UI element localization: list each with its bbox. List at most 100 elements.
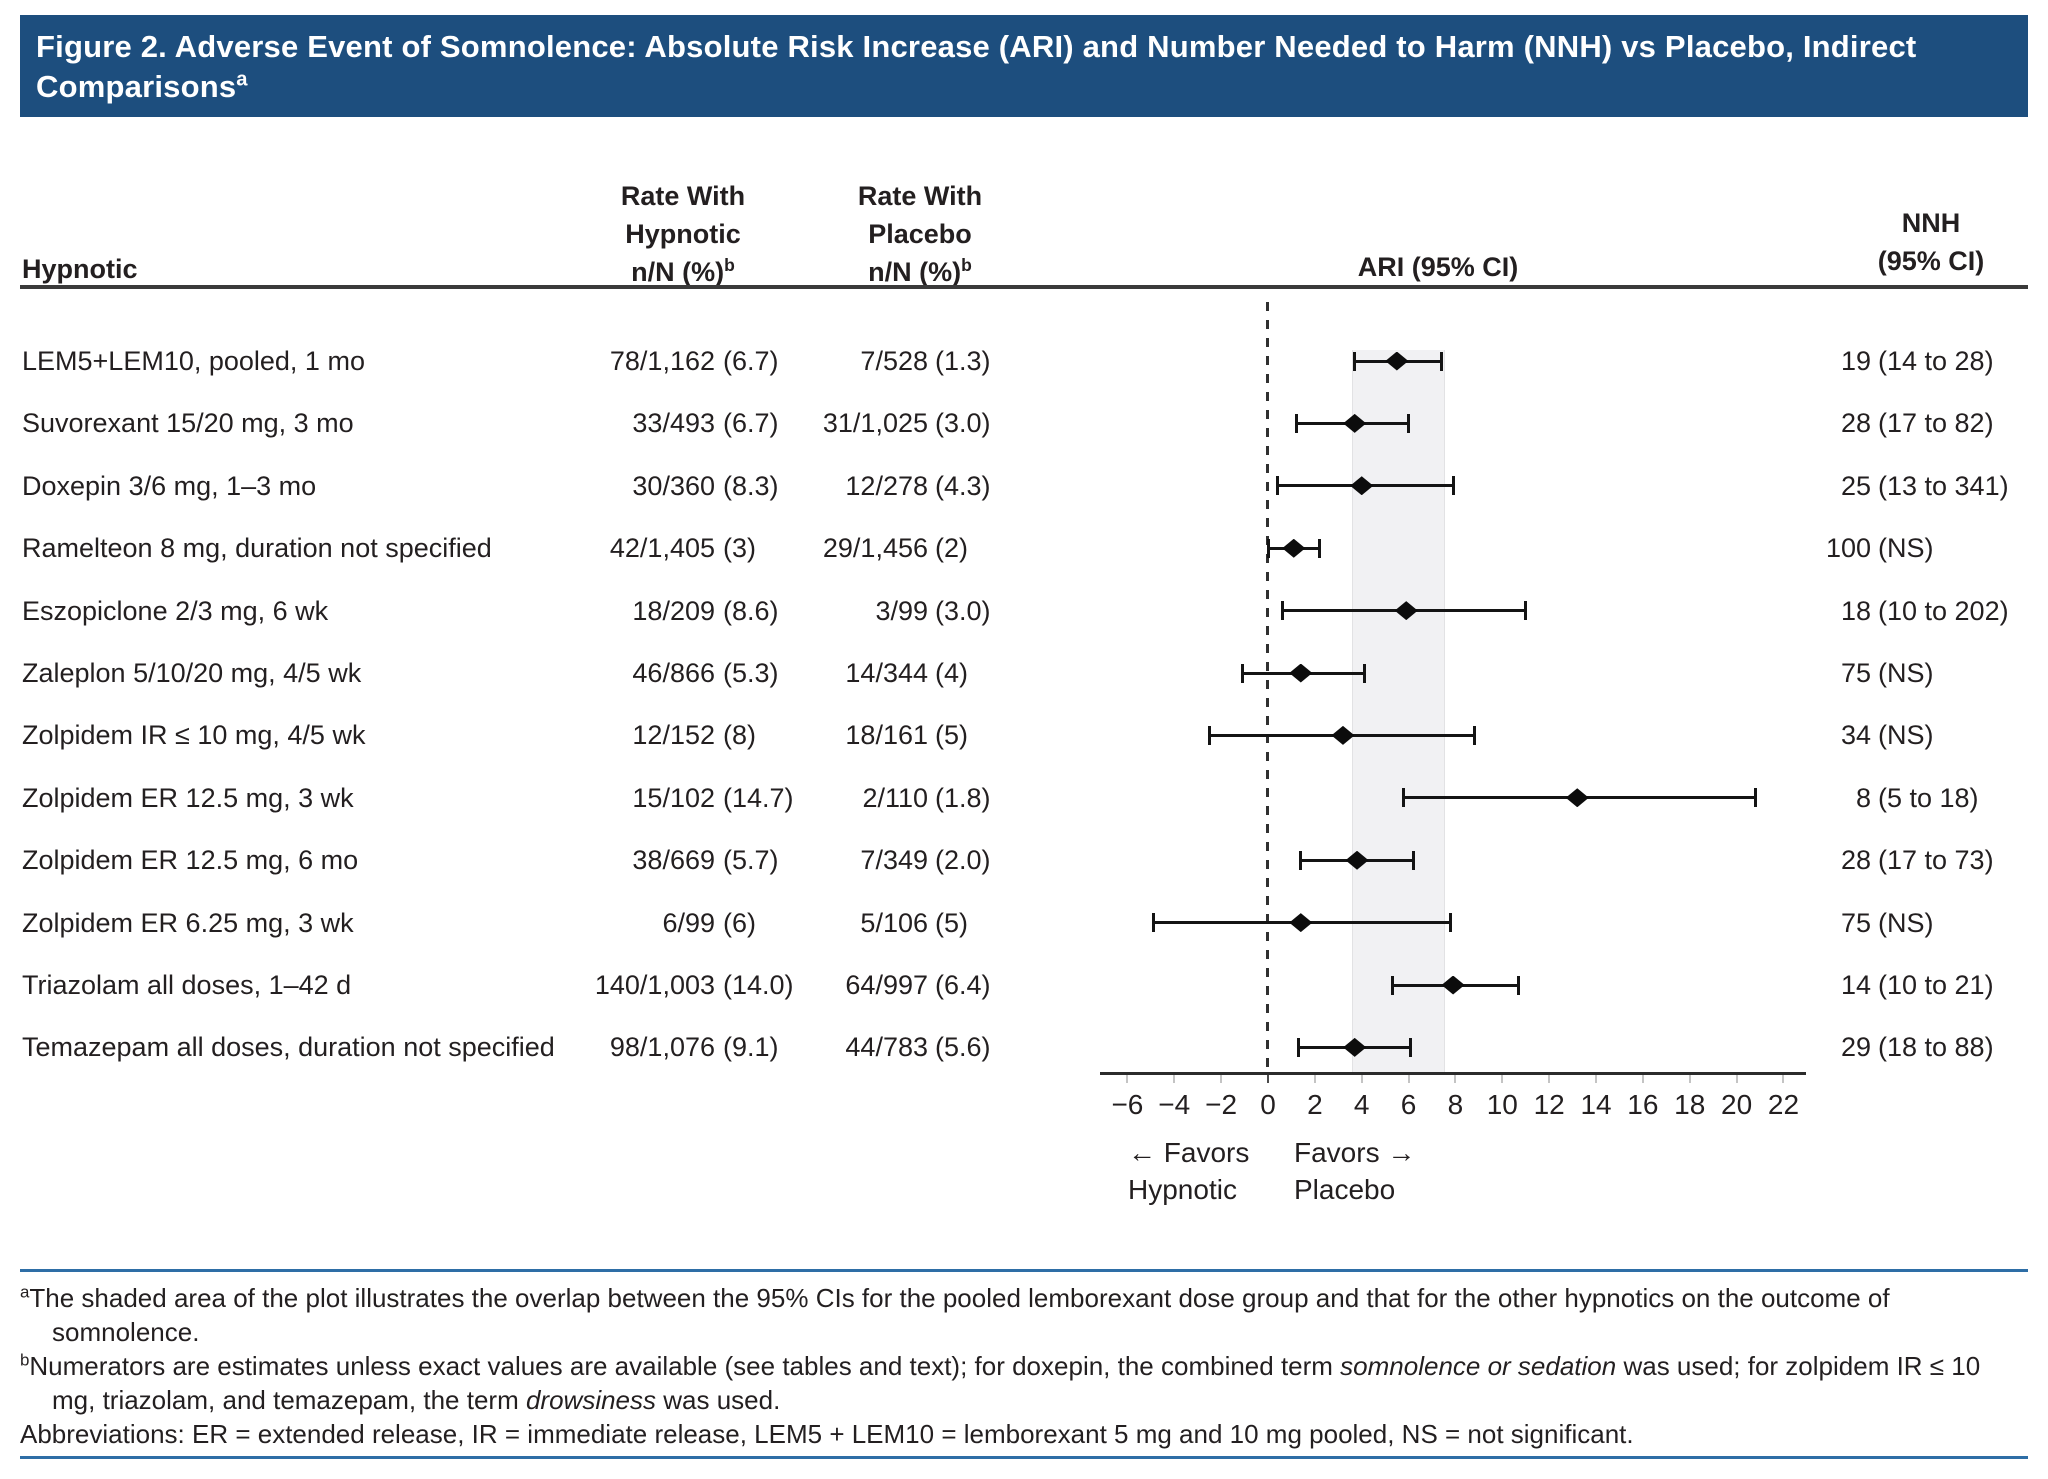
rate-hypnotic-pct: (6): [723, 907, 756, 938]
point-estimate-diamond: [1331, 725, 1355, 745]
x-axis-tick: [1313, 1075, 1316, 1083]
rate-placebo-nn: 3/99: [875, 595, 928, 626]
footnote-top-rule: [20, 1269, 2028, 1272]
ci-upper-cap: [1407, 413, 1411, 433]
rate-hypnotic-pct: (3): [723, 533, 756, 564]
nnh-value: 75: [1840, 658, 1871, 688]
point-estimate-diamond: [1345, 850, 1369, 870]
nnh-ci: (17 to 82): [1878, 408, 1994, 439]
ci-upper-cap: [1318, 538, 1322, 558]
x-axis-tick-label: 4: [1353, 1089, 1370, 1120]
x-axis-tick-label: 0: [1260, 1089, 1276, 1120]
rate-hypnotic-nn: 42/1,405: [609, 533, 715, 564]
rate-placebo-pct: (3.0): [935, 595, 991, 626]
x-axis-tick-label: −2: [1205, 1089, 1238, 1120]
nnh-ci: (10 to 21): [1878, 970, 1994, 1000]
nnh-value: 14: [1840, 970, 1871, 1000]
x-axis-tick: [1735, 1075, 1738, 1083]
nnh-value: 29: [1840, 1032, 1871, 1063]
rate-hypnotic-nn: 18/209: [632, 595, 715, 626]
nnh-ci: (NS): [1878, 720, 1934, 751]
ci-upper-cap: [1524, 601, 1528, 621]
nnh-value: 8: [1855, 782, 1871, 813]
x-axis-tick: [1641, 1075, 1644, 1083]
ci-lower-cap: [1151, 913, 1155, 933]
column-header-rate-placebo: Rate With Placebo n/N (%)b: [857, 181, 983, 287]
footnote-abbreviations: Abbreviations: ER = extended release, IR…: [20, 1419, 1634, 1449]
rate-hypnotic-nn: 46/866: [632, 658, 715, 688]
point-estimate-diamond: [1289, 663, 1313, 683]
hypnotic-label: LEM5+LEM10, pooled, 1 mo: [22, 346, 365, 376]
rate-hypnotic-pct: (8.6): [723, 595, 779, 626]
point-estimate-diamond: [1394, 601, 1418, 621]
x-axis-tick: [1548, 1075, 1551, 1083]
nnh-ci: (17 to 73): [1878, 845, 1994, 876]
figure-title-superscript: a: [236, 68, 248, 91]
ci-upper-cap: [1439, 351, 1443, 371]
rate-placebo-nn: 18/161: [845, 720, 928, 751]
column-header-nnh: NNH (95% CI): [1877, 208, 1985, 276]
rate-placebo-pct: (5): [935, 907, 968, 938]
rate-placebo-nn: 64/997: [845, 970, 928, 1000]
point-estimate-diamond: [1343, 413, 1367, 433]
hypnotic-label: Zolpidem ER 6.25 mg, 3 wk: [22, 907, 354, 938]
ci-upper-cap: [1362, 663, 1366, 683]
hypnotic-label: Zolpidem ER 12.5 mg, 3 wk: [22, 782, 354, 813]
x-axis-tick-label: 16: [1627, 1089, 1659, 1120]
ci-lower-cap: [1294, 413, 1298, 433]
ci-lower-cap: [1296, 1037, 1300, 1057]
rate-placebo-pct: (2.0): [935, 845, 991, 876]
x-axis-line: [1100, 1072, 1806, 1075]
x-axis-tick: [1688, 1075, 1691, 1083]
rate-hypnotic-nn: 98/1,076: [609, 1032, 715, 1063]
point-estimate-diamond: [1343, 1037, 1367, 1057]
point-estimate-diamond: [1385, 351, 1409, 371]
x-axis-tick-label: 18: [1674, 1089, 1706, 1120]
footnote-a: aThe shaded area of the plot illustrates…: [20, 1282, 1890, 1347]
x-axis-tick-label: 14: [1580, 1089, 1612, 1120]
ci-lower-cap: [1353, 351, 1357, 371]
hypnotic-label: Zolpidem IR ≤ 10 mg, 4/5 wk: [22, 720, 366, 751]
column-header-hypnotic: Hypnotic: [22, 254, 138, 284]
rate-hypnotic-pct: (5.3): [723, 658, 779, 688]
rate-hypnotic-nn: 30/360: [632, 470, 715, 501]
rate-placebo-pct: (5): [935, 720, 968, 751]
figure-title: Figure 2. Adverse Event of Somnolence: A…: [36, 27, 2012, 107]
rate-placebo-pct: (5.6): [935, 1032, 991, 1063]
nnh-ci: (NS): [1878, 658, 1934, 688]
rate-placebo-pct: (1.8): [935, 782, 991, 813]
ci-upper-cap: [1517, 975, 1521, 995]
rate-hypnotic-nn: 12/152: [632, 720, 715, 751]
ci-lower-cap: [1280, 601, 1284, 621]
footnote-b: bNumerators are estimates unless exact v…: [20, 1350, 1981, 1415]
x-axis-tick-label: 2: [1307, 1089, 1323, 1120]
rate-hypnotic-pct: (14.7): [723, 782, 794, 813]
rate-placebo-nn: 5/106: [860, 907, 928, 938]
hypnotic-label: Suvorexant 15/20 mg, 3 mo: [22, 408, 354, 439]
rate-placebo-nn: 31/1,025: [822, 408, 928, 439]
x-axis-tick: [1595, 1075, 1598, 1083]
ci-lower-cap: [1390, 975, 1394, 995]
point-estimate-diamond: [1282, 538, 1306, 558]
point-estimate-diamond: [1289, 913, 1313, 933]
hypnotic-label: Triazolam all doses, 1–42 d: [22, 970, 352, 1000]
ci-upper-cap: [1472, 725, 1476, 745]
ci-upper-cap: [1753, 788, 1757, 808]
rate-hypnotic-nn: 140/1,003: [594, 970, 715, 1000]
rate-placebo-nn: 7/349: [860, 845, 928, 876]
ci-lower-cap: [1275, 476, 1279, 496]
favors-hypnotic-label: ← Favors Hypnotic: [1128, 1137, 1250, 1205]
nnh-value: 100: [1825, 533, 1871, 564]
nnh-ci: (14 to 28): [1878, 346, 1994, 376]
figure-title-text: Figure 2. Adverse Event of Somnolence: A…: [36, 29, 1917, 104]
ci-overlap-shaded-band: [1352, 350, 1445, 1073]
nnh-value: 18: [1840, 595, 1871, 626]
hypnotic-label: Doxepin 3/6 mg, 1–3 mo: [22, 470, 317, 501]
x-axis-tick: [1501, 1075, 1504, 1083]
ci-upper-cap: [1451, 476, 1455, 496]
nnh-value: 28: [1840, 845, 1871, 876]
x-axis-tick-label: 8: [1447, 1089, 1464, 1120]
rate-placebo-nn: 7/528: [860, 346, 928, 376]
hypnotic-label: Temazepam all doses, duration not specif…: [22, 1032, 555, 1063]
